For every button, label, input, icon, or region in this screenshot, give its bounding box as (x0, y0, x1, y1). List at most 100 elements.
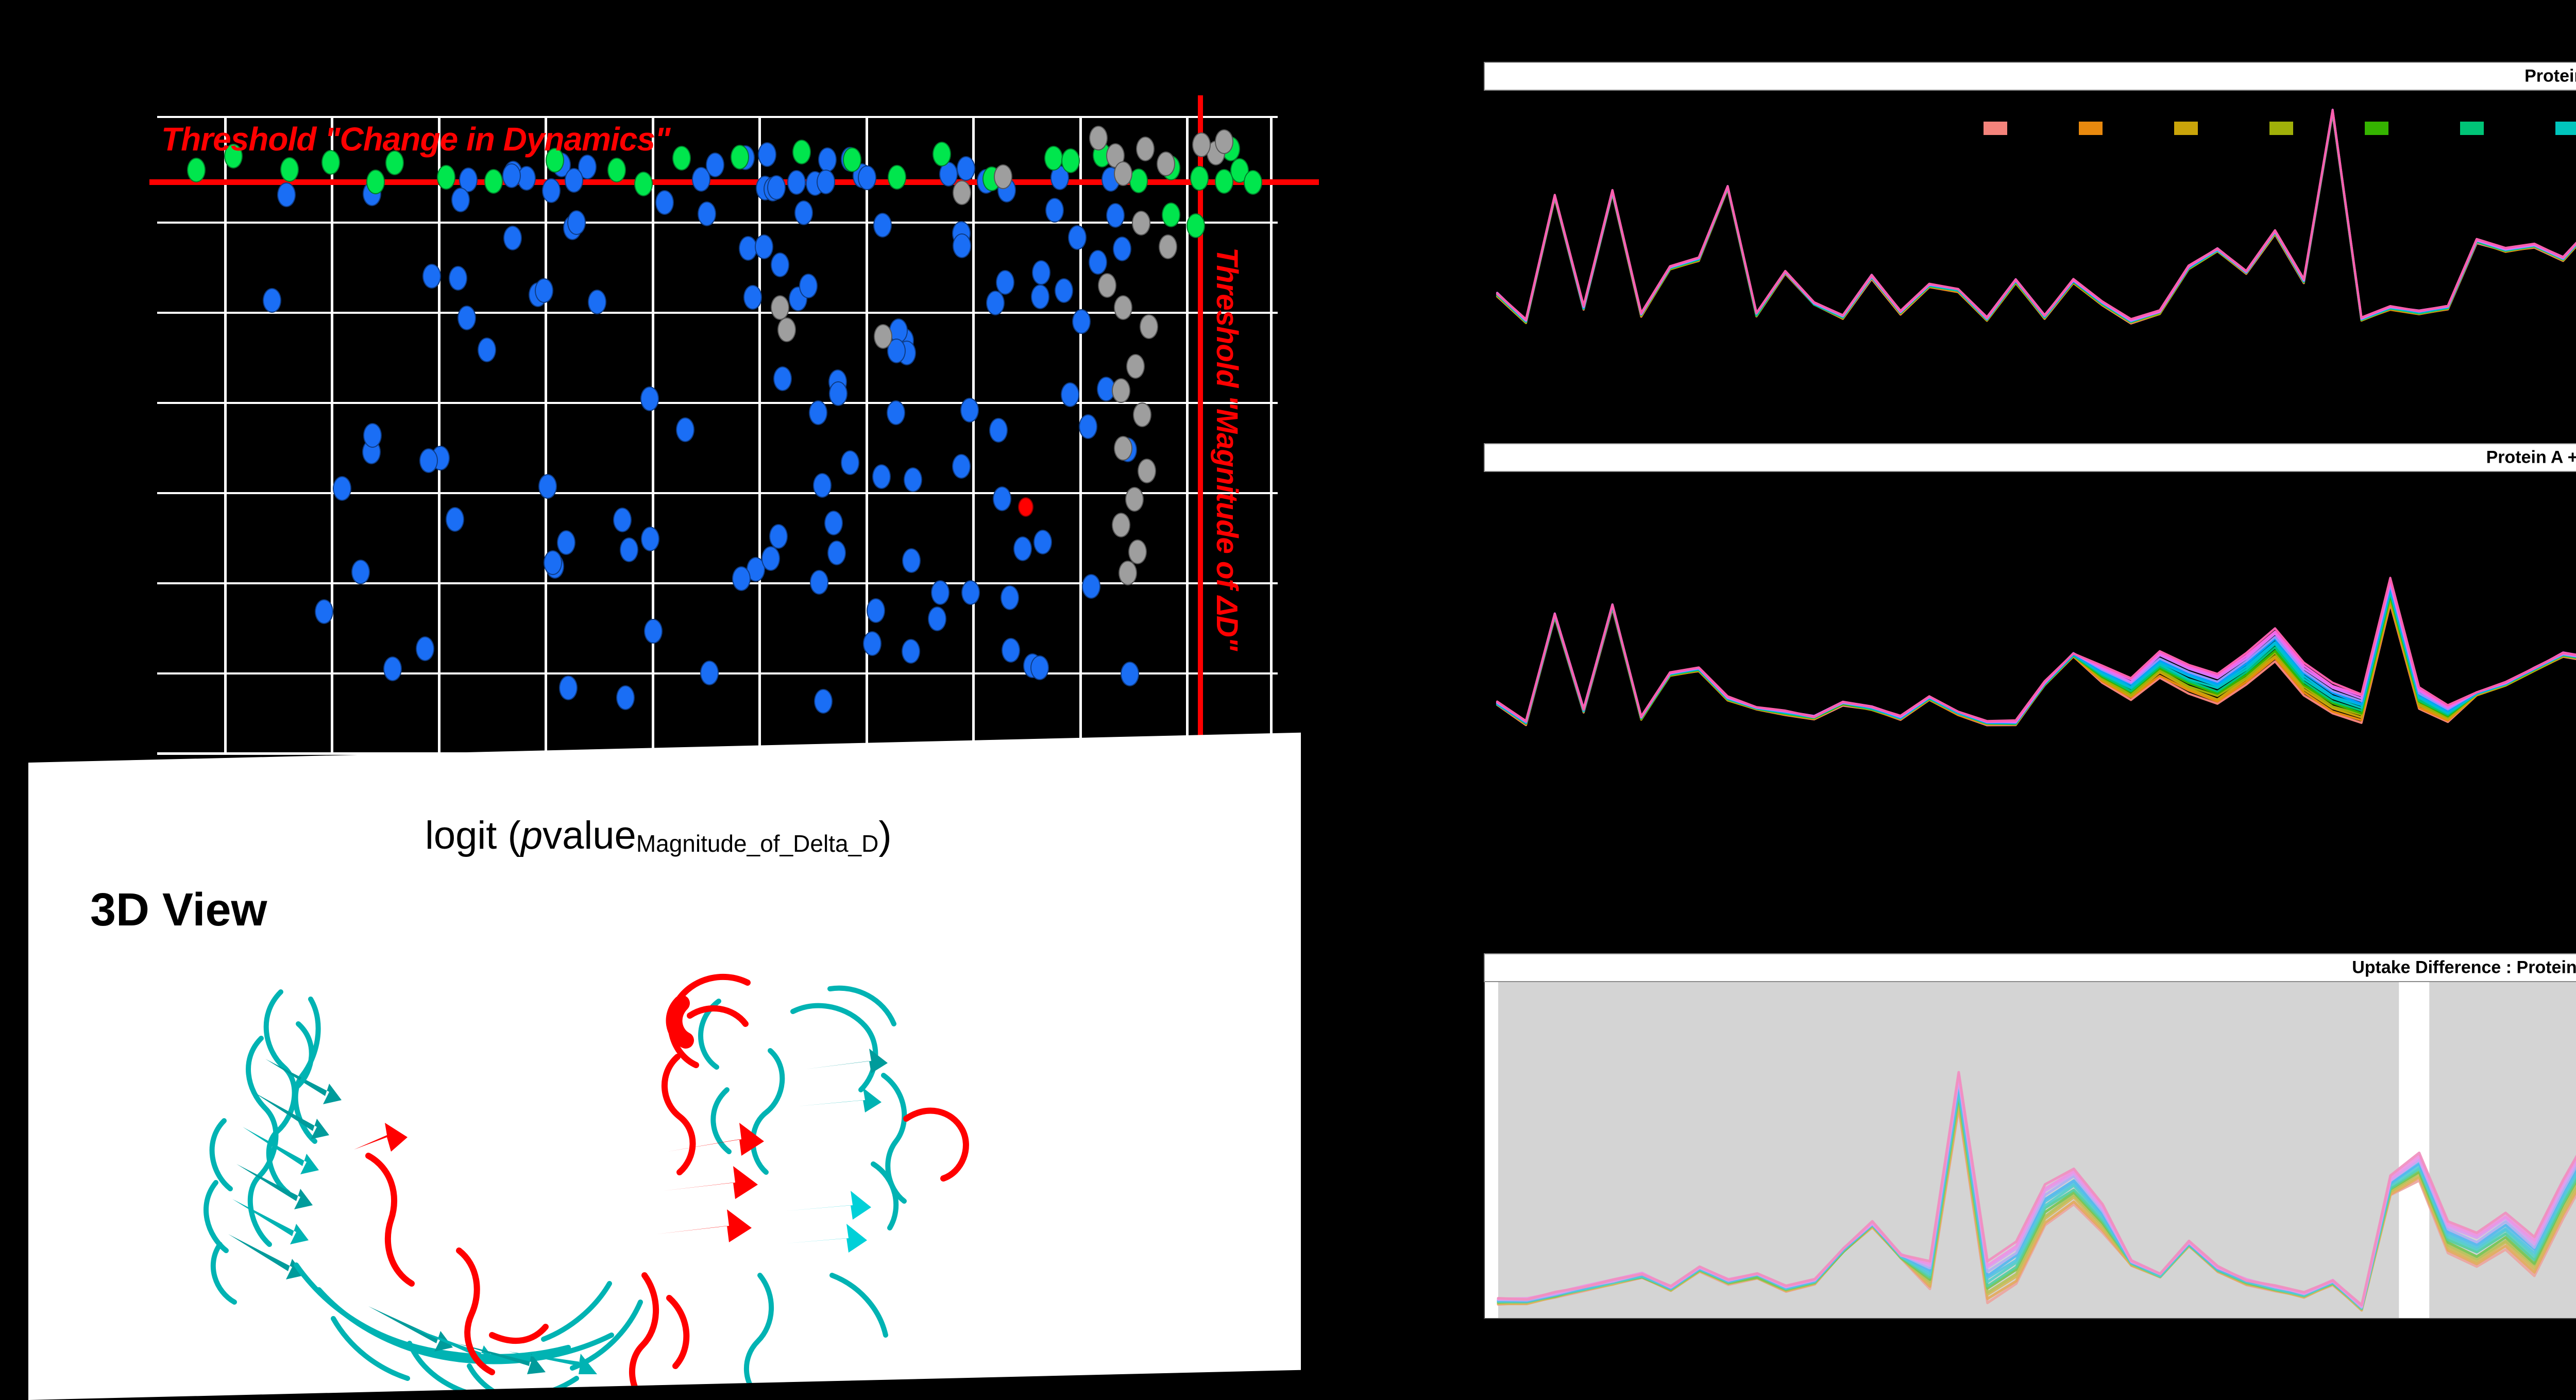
chart-canvas-protein-a[interactable] (1484, 91, 2576, 330)
scatter-point[interactable] (1106, 203, 1125, 228)
uptake-trace[interactable] (1497, 1071, 2576, 1307)
scatter-point[interactable] (613, 508, 632, 533)
scatter-point[interactable] (1113, 237, 1132, 262)
scatter-point[interactable] (1088, 249, 1107, 275)
scatter-point[interactable] (437, 164, 456, 190)
scatter-point[interactable] (994, 164, 1013, 189)
legend-swatch-2[interactable] (2079, 122, 2103, 135)
scatter-point[interactable] (927, 606, 946, 631)
uptake-chart-protein-a-ligand[interactable]: Protein A + Ligand (1484, 443, 2576, 732)
scatter-point[interactable] (827, 540, 846, 565)
scatter-point[interactable] (961, 580, 980, 605)
scatter-point[interactable] (1079, 414, 1098, 439)
scatter-point[interactable] (1111, 378, 1130, 403)
scatter-point[interactable] (351, 560, 370, 585)
scatter-point[interactable] (743, 285, 762, 310)
scatter-point[interactable] (1013, 536, 1032, 562)
scatter-point[interactable] (731, 145, 749, 170)
uptake-trace[interactable] (1496, 579, 2576, 723)
scatter-point[interactable] (757, 142, 776, 167)
threshold-line-horizontal[interactable] (149, 179, 1319, 185)
chart-canvas-protein-a-ligand[interactable] (1484, 472, 2576, 732)
chart-canvas-difference[interactable] (1484, 982, 2576, 1319)
scatter-point[interactable] (799, 273, 818, 298)
scatter-point[interactable] (1190, 165, 1209, 191)
scatter-point[interactable] (1030, 655, 1049, 680)
uptake-chart-difference[interactable]: Uptake Difference : Protein A - (Protein… (1484, 953, 2576, 1319)
scatter-point[interactable] (841, 450, 860, 475)
scatter-point[interactable] (1136, 137, 1155, 162)
scatter-point[interactable] (1118, 560, 1137, 585)
scatter-point[interactable] (810, 569, 829, 595)
scatter-point[interactable] (887, 165, 906, 190)
scatter-point[interactable] (1113, 435, 1132, 461)
protein-ribbon-diagram[interactable] (59, 933, 1193, 1400)
scatter-point[interactable] (1129, 168, 1148, 194)
scatter-point[interactable] (755, 234, 774, 259)
scatter-point[interactable] (1214, 129, 1233, 154)
scatter-point[interactable] (315, 599, 334, 624)
uptake-trace[interactable] (1496, 104, 2576, 325)
scatter-point[interactable] (771, 252, 790, 278)
scatter-point[interactable] (829, 381, 848, 407)
scatter-point[interactable] (700, 661, 719, 686)
scatter-point[interactable] (787, 170, 806, 195)
scatter-point[interactable] (478, 338, 497, 363)
scatter-point[interactable] (484, 168, 503, 194)
uptake-trace[interactable] (1496, 586, 2576, 724)
scatter-point[interactable] (952, 453, 971, 479)
scatter-point[interactable] (1156, 151, 1175, 176)
scatter-point[interactable] (863, 631, 882, 656)
scatter-point[interactable] (818, 147, 837, 173)
scatter-point[interactable] (1098, 273, 1117, 298)
scatter-point[interactable] (451, 187, 470, 212)
scatter-point[interactable] (1128, 539, 1147, 564)
scatter-point[interactable] (556, 530, 575, 555)
scatter-point[interactable] (1033, 530, 1052, 555)
scatter-point[interactable] (953, 233, 971, 259)
scatter-point[interactable] (546, 147, 565, 173)
scatter-point[interactable] (558, 675, 578, 700)
uptake-trace[interactable] (1496, 104, 2576, 324)
scatter-point[interactable] (535, 278, 554, 303)
scatter-point[interactable] (538, 474, 557, 499)
scatter-point[interactable] (867, 598, 886, 623)
scatter-point[interactable] (567, 210, 586, 235)
scatter-point[interactable] (1162, 203, 1181, 228)
scatter-point[interactable] (767, 175, 786, 200)
scatter-point[interactable] (655, 190, 674, 215)
scatter-point[interactable] (1158, 234, 1177, 260)
scatter-point[interactable] (986, 290, 1005, 315)
scatter-point[interactable] (932, 141, 951, 166)
scatter-point[interactable] (952, 180, 971, 205)
scatter-point[interactable] (366, 169, 385, 194)
scatter-point[interactable] (641, 527, 660, 552)
scatter-point[interactable] (1061, 382, 1080, 408)
uptake-trace[interactable] (1496, 590, 2576, 725)
scatter-point[interactable] (960, 398, 979, 423)
scatter-point[interactable] (957, 156, 976, 181)
scatter-point[interactable] (1018, 497, 1033, 517)
scatter-point[interactable] (872, 464, 891, 490)
scatter-point[interactable] (1111, 512, 1130, 537)
scatter-point[interactable] (1072, 309, 1091, 334)
3d-view-card[interactable]: logit (pvalueMagnitude_of_Delta_D) 3D Vi… (28, 732, 1301, 1400)
uptake-trace[interactable] (1496, 601, 2576, 726)
legend-swatch-3[interactable] (2174, 122, 2198, 135)
scatter-point[interactable] (814, 689, 833, 714)
scatter-point[interactable] (1187, 213, 1206, 239)
scatter-point[interactable] (858, 165, 876, 191)
scatter-point[interactable] (1030, 284, 1049, 310)
scatter-point[interactable] (993, 486, 1012, 511)
scatter-point[interactable] (902, 548, 921, 574)
scatter-point[interactable] (769, 524, 788, 549)
scatter-point[interactable] (989, 418, 1008, 443)
scatter-point[interactable] (1061, 148, 1080, 173)
legend-swatch-1[interactable] (1984, 122, 2007, 135)
scatter-point[interactable] (277, 182, 296, 208)
scatter-point[interactable] (1044, 146, 1063, 171)
uptake-trace[interactable] (1496, 592, 2576, 724)
scatter-point[interactable] (385, 150, 404, 176)
scatter-point[interactable] (1068, 225, 1087, 250)
scatter-point[interactable] (697, 201, 716, 226)
